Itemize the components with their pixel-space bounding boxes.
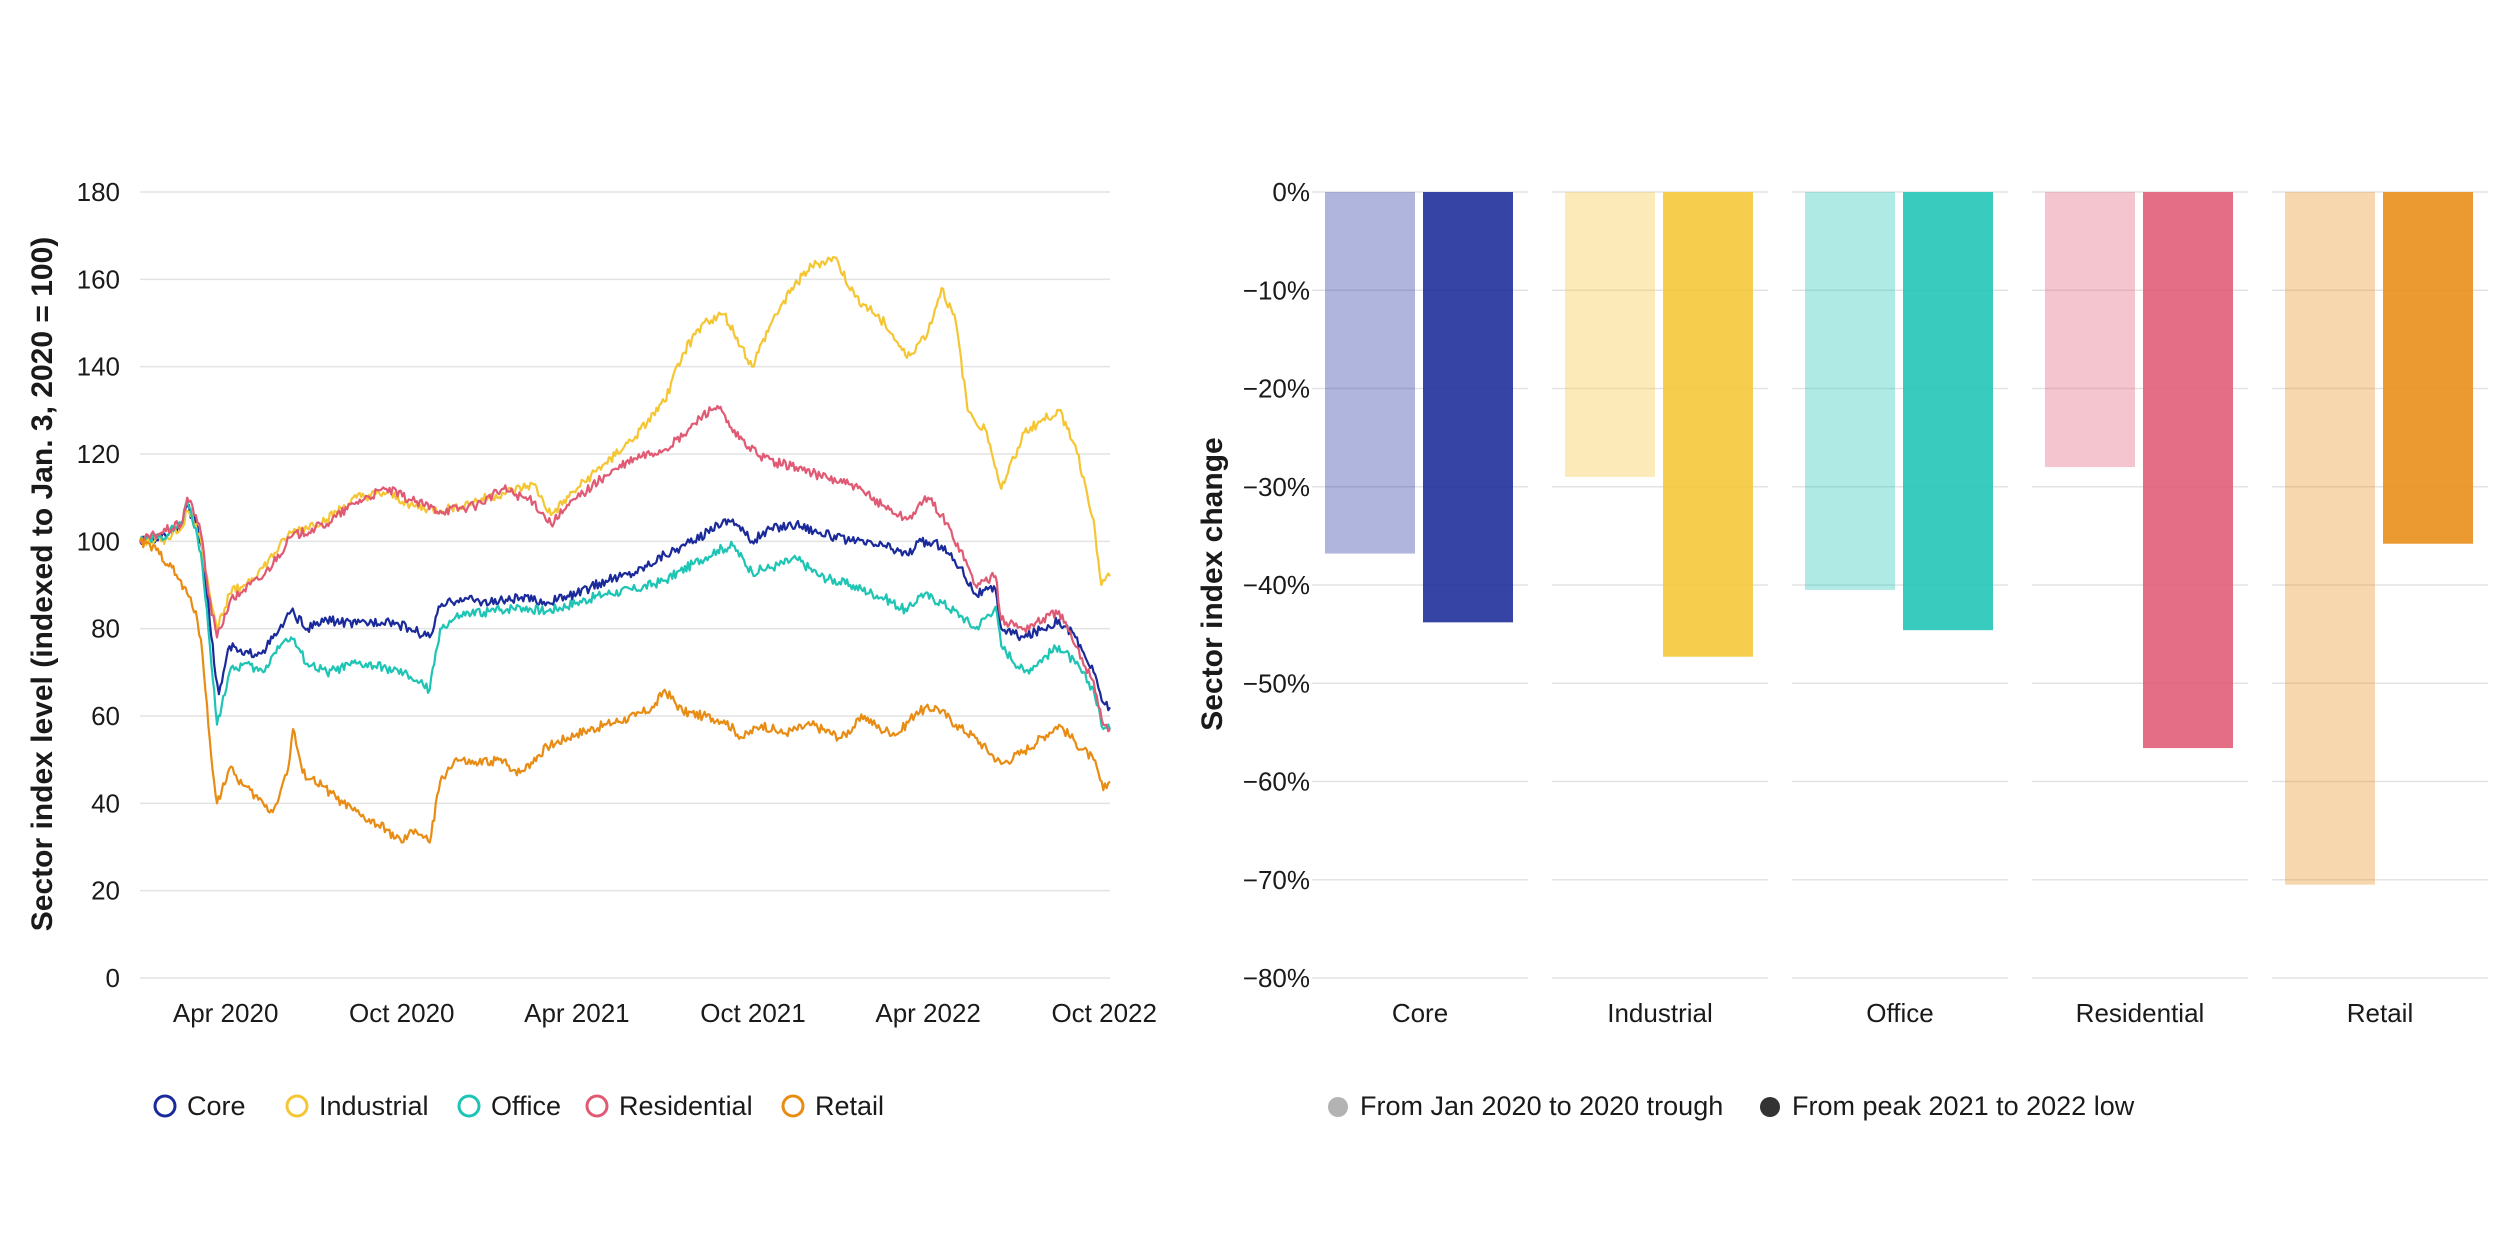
bar-office-trough-2020 xyxy=(1805,192,1895,590)
line-chart-y-tick-label: 100 xyxy=(77,526,120,556)
bar-industrial-trough-2020 xyxy=(1565,192,1655,477)
bar-chart-y-tick-label: −10% xyxy=(1243,275,1310,305)
line-chart-x-tick-label: Oct 2020 xyxy=(349,998,455,1028)
bar-chart-y-tick-label: −40% xyxy=(1243,570,1310,600)
line-chart-y-tick-label: 160 xyxy=(77,264,120,294)
line-chart-legend: Core Industrial Office Residential Retail xyxy=(153,1091,884,1121)
legend-label-residential: Residential xyxy=(619,1091,753,1121)
bar-chart-y-tick-label: −50% xyxy=(1243,668,1310,698)
line-chart-y-tick-label: 40 xyxy=(91,788,120,818)
bar-chart-x-tick-label: Industrial xyxy=(1607,998,1713,1028)
legend-marker-office xyxy=(457,1094,481,1118)
bar-chart-x-tick-label: Core xyxy=(1392,998,1448,1028)
bar-residential-trough-2020 xyxy=(2045,192,2135,468)
legend-marker-retail xyxy=(781,1094,805,1118)
line-series-residential xyxy=(139,404,1111,733)
legend-label-from-peak-2021-to-2022-low: From peak 2021 to 2022 low xyxy=(1792,1091,2135,1121)
bar-chart-x-tick-label: Retail xyxy=(2347,998,2413,1028)
legend-label-office: Office xyxy=(491,1091,561,1121)
bar-chart-y-tick-label: −60% xyxy=(1243,767,1310,797)
line-chart-x-tick-label: Apr 2020 xyxy=(173,998,279,1028)
bar-chart-legend: From Jan 2020 to 2020 trough From peak 20… xyxy=(1328,1091,2135,1121)
line-chart-y-tick-label: 80 xyxy=(91,614,120,644)
bar-industrial-low-2022 xyxy=(1663,192,1753,657)
line-chart-y-axis-title: Sector index level (indexed to Jan. 3, 2… xyxy=(26,237,59,931)
line-chart-y-tick-label: 120 xyxy=(77,439,120,469)
legend-label-industrial: Industrial xyxy=(319,1091,429,1121)
line-chart-y-tick-label: 140 xyxy=(77,352,120,382)
legend-label-core: Core xyxy=(187,1091,246,1121)
line-chart-x-tick-label: Oct 2021 xyxy=(700,998,806,1028)
bar-chart-y-axis-title: Sector index change xyxy=(1196,437,1229,730)
bar-chart-y-tick-label: −20% xyxy=(1243,374,1310,404)
bar-retail-low-2022 xyxy=(2383,192,2473,544)
line-chart-y-tick-label: 60 xyxy=(91,701,120,731)
line-series-core xyxy=(139,504,1111,712)
line-chart-x-tick-label: Oct 2022 xyxy=(1051,998,1157,1028)
legend-marker-industrial xyxy=(285,1094,309,1118)
bar-chart-sector-change: 0% −10% −20% −30% −40% −50% −60% −70% −80% Core In… xyxy=(1243,177,2488,1028)
bar-core-low-2022 xyxy=(1423,192,1513,623)
bar-office-low-2022 xyxy=(1903,192,1993,631)
line-chart-x-tick-label: Apr 2022 xyxy=(875,998,981,1028)
bar-chart-x-tick-label: Office xyxy=(1866,998,1933,1028)
legend-label-from-jan-2020-to-2020-trough: From Jan 2020 to 2020 trough xyxy=(1360,1091,1723,1121)
line-series-retail xyxy=(139,536,1111,844)
bar-chart-y-tick-label: −80% xyxy=(1243,963,1310,993)
bar-chart-y-tick-label: −30% xyxy=(1243,472,1310,502)
legend-marker-residential xyxy=(585,1094,609,1118)
bar-residential-low-2022 xyxy=(2143,192,2233,749)
bar-retail-trough-2020 xyxy=(2285,192,2375,885)
bar-core-trough-2020 xyxy=(1325,192,1415,554)
line-chart-y-tick-label: 0 xyxy=(106,963,120,993)
legend-marker-core xyxy=(153,1094,177,1118)
bar-chart-y-tick-label: −70% xyxy=(1243,865,1310,895)
line-chart-x-tick-label: Apr 2021 xyxy=(524,998,630,1028)
bar-chart-x-tick-label: Residential xyxy=(2076,998,2205,1028)
legend-marker-from-peak-2021-to-2022-low xyxy=(1760,1097,1780,1117)
line-chart-y-tick-label: 20 xyxy=(91,876,120,906)
legend-label-retail: Retail xyxy=(815,1091,884,1121)
line-chart-sector-index: 0 20 40 60 80 100 120 140 160 180 Apr 2020 Oct 2020… xyxy=(77,177,1157,1028)
bar-chart-y-tick-label: 0% xyxy=(1272,177,1310,207)
line-series-office xyxy=(138,500,1112,731)
line-chart-y-tick-label: 180 xyxy=(77,177,120,207)
legend-marker-from-jan-2020-to-2020-trough xyxy=(1328,1097,1348,1117)
